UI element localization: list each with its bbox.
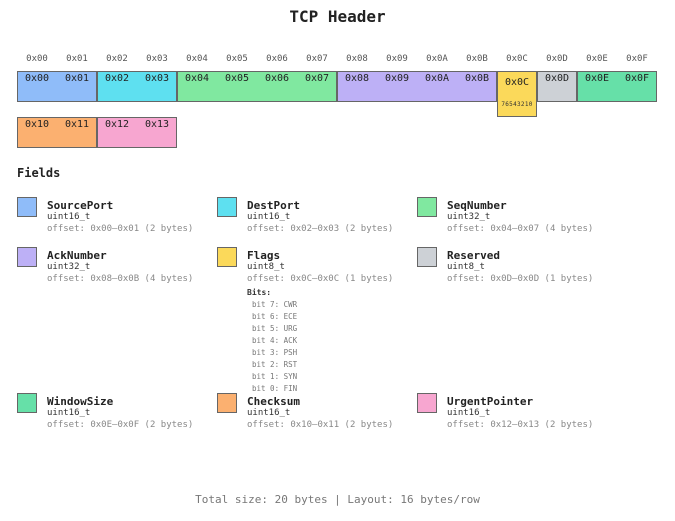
fields-heading: Fields: [17, 166, 61, 180]
field-offset-sourceport: offset: 0x00–0x01 (2 bytes): [47, 224, 194, 234]
column-header-0x00: 0x00: [26, 54, 48, 64]
byte-cell-0x0f: 0x0F: [624, 73, 650, 84]
column-header-0x0d: 0x0D: [546, 54, 568, 64]
segment-windowsize: 0x0E 0x0F: [577, 71, 657, 102]
byte-cell-0x08: 0x08: [344, 73, 370, 84]
field-name-destport: DestPort: [247, 199, 300, 212]
column-header-0x04: 0x04: [186, 54, 208, 64]
column-header-0x08: 0x08: [346, 54, 368, 64]
byte-cell-0x04: 0x04: [184, 73, 210, 84]
swatch-acknumber: [17, 247, 37, 267]
byte-cell-0x13: 0x13: [144, 119, 170, 130]
byte-cell-0x0d: 0x0D: [544, 73, 570, 84]
column-header-0x0e: 0x0E: [586, 54, 608, 64]
field-type-destport: uint16_t: [247, 212, 291, 222]
footer-summary: Total size: 20 bytes | Layout: 16 bytes/…: [195, 493, 480, 506]
byte-cell-0x0a: 0x0A: [424, 73, 450, 84]
swatch-flags: [217, 247, 237, 267]
segment-sourceport: 0x00 0x01: [17, 71, 97, 102]
swatch-urgentpointer: [417, 393, 437, 413]
segment-acknumber: 0x08 0x09 0x0A 0x0B: [337, 71, 497, 102]
field-type-seqnumber: uint32_t: [447, 212, 491, 222]
byte-cell-0x01: 0x01: [64, 73, 90, 84]
field-name-reserved: Reserved: [447, 249, 500, 262]
bit-row: bit 7: CWR: [252, 300, 298, 309]
field-type-windowsize: uint16_t: [47, 408, 91, 418]
swatch-reserved: [417, 247, 437, 267]
swatch-seqnumber: [417, 197, 437, 217]
byte-cell-0x06: 0x06: [264, 73, 290, 84]
field-offset-acknumber: offset: 0x08–0x0B (4 bytes): [47, 274, 194, 284]
field-offset-reserved: offset: 0x0D–0x0D (1 bytes): [447, 274, 594, 284]
byte-cell-0x00: 0x00: [24, 73, 50, 84]
byte-cell-0x09: 0x09: [384, 73, 410, 84]
bits-label: Bits:: [247, 288, 272, 297]
diagram-title: TCP Header: [289, 7, 386, 26]
segment-reserved: 0x0D: [537, 71, 577, 102]
bit-row: bit 5: URG: [252, 324, 298, 333]
byte-cell-0x0c: 0x0C: [504, 77, 530, 88]
byte-cell-0x07: 0x07: [304, 73, 330, 84]
byte-cell-0x11: 0x11: [64, 119, 90, 130]
field-type-checksum: uint16_t: [247, 408, 291, 418]
field-type-reserved: uint8_t: [447, 262, 485, 272]
field-name-acknumber: AckNumber: [47, 249, 107, 262]
field-type-sourceport: uint16_t: [47, 212, 91, 222]
field-type-urgentpointer: uint16_t: [447, 408, 491, 418]
swatch-destport: [217, 197, 237, 217]
bit-row: bit 6: ECE: [252, 312, 298, 321]
segment-checksum: 0x10 0x11: [17, 117, 97, 148]
column-header-0x0c: 0x0C: [506, 54, 528, 64]
field-name-windowsize: WindowSize: [47, 395, 114, 408]
field-name-seqnumber: SeqNumber: [447, 199, 507, 212]
byte-cell-0x0b: 0x0B: [464, 73, 490, 84]
column-header-0x02: 0x02: [106, 54, 128, 64]
swatch-checksum: [217, 393, 237, 413]
swatch-sourceport: [17, 197, 37, 217]
field-type-acknumber: uint32_t: [47, 262, 91, 272]
column-header-0x0b: 0x0B: [466, 54, 488, 64]
column-header-0x06: 0x06: [266, 54, 288, 64]
swatch-windowsize: [17, 393, 37, 413]
field-offset-windowsize: offset: 0x0E–0x0F (2 bytes): [47, 420, 194, 430]
field-name-sourceport: SourcePort: [47, 199, 114, 212]
bit-row: bit 2: RST: [252, 360, 298, 369]
bit-row: bit 3: PSH: [252, 348, 298, 357]
field-offset-flags: offset: 0x0C–0x0C (1 bytes): [247, 274, 394, 284]
segment-seqnumber: 0x04 0x05 0x06 0x07: [177, 71, 337, 102]
segment-destport: 0x02 0x03: [97, 71, 177, 102]
column-header-0x01: 0x01: [66, 54, 88, 64]
column-header-0x05: 0x05: [226, 54, 248, 64]
field-offset-destport: offset: 0x02–0x03 (2 bytes): [247, 224, 394, 234]
field-offset-urgentpointer: offset: 0x12–0x13 (2 bytes): [447, 420, 594, 430]
segment-urgentpointer: 0x12 0x13: [97, 117, 177, 148]
column-header-0x0f: 0x0F: [626, 54, 648, 64]
byte-cell-0x10: 0x10: [24, 119, 50, 130]
bit-row: bit 0: FIN: [252, 384, 298, 393]
byte-cell-0x0e: 0x0E: [584, 73, 610, 84]
byte-cell-0x03: 0x03: [144, 73, 170, 84]
field-name-urgentpointer: UrgentPointer: [447, 395, 534, 408]
byte-cell-0x05: 0x05: [224, 73, 250, 84]
byte-cell-0x12: 0x12: [104, 119, 130, 130]
column-header-0x09: 0x09: [386, 54, 408, 64]
byte-cell-0x02: 0x02: [104, 73, 130, 84]
field-offset-checksum: offset: 0x10–0x11 (2 bytes): [247, 420, 394, 430]
flags-bit-index-label: 76543210: [501, 101, 533, 108]
field-offset-seqnumber: offset: 0x04–0x07 (4 bytes): [447, 224, 594, 234]
segment-flags: 0x0C 76543210: [497, 71, 537, 117]
field-name-checksum: Checksum: [247, 395, 300, 408]
column-header-0x0a: 0x0A: [426, 54, 448, 64]
bit-row: bit 4: ACK: [252, 336, 298, 345]
field-type-flags: uint8_t: [247, 262, 285, 272]
field-name-flags: Flags: [247, 249, 281, 262]
bit-row: bit 1: SYN: [252, 372, 298, 381]
column-header-0x07: 0x07: [306, 54, 328, 64]
column-header-0x03: 0x03: [146, 54, 168, 64]
